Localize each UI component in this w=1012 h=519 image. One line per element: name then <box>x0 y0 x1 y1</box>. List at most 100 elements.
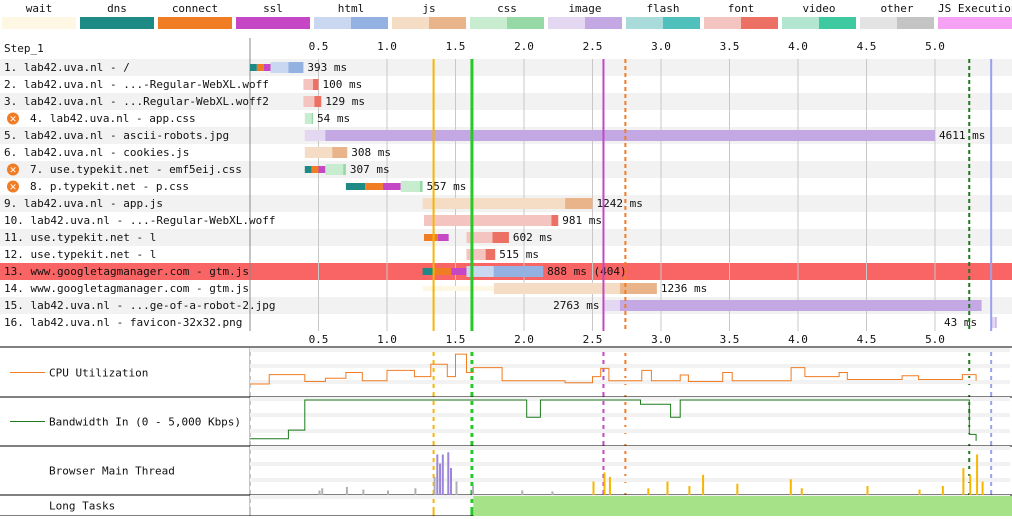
panel-stripe <box>250 429 1010 433</box>
request-bar-dns <box>345 183 366 190</box>
legend-label: js <box>422 2 436 15</box>
request-bar-download <box>314 96 322 107</box>
request-bar-download <box>311 113 314 124</box>
main-thread-spike <box>736 483 739 495</box>
panel-stripe <box>250 486 1010 490</box>
legend-item-image: image <box>548 0 622 34</box>
request-row-bg <box>0 314 1012 331</box>
request-row-bg <box>0 144 1012 161</box>
legend-swatch <box>938 17 1012 29</box>
tick-label: 3.5 <box>720 40 740 53</box>
cpu-series <box>250 353 977 385</box>
panel-stripe <box>250 356 1010 360</box>
request-bar-dns <box>304 166 312 173</box>
duration-label: 1236 ms <box>661 282 707 295</box>
main-thread-spike <box>976 454 979 495</box>
request-bar-ttfb <box>493 283 620 294</box>
tick-label: 5.0 <box>925 333 945 346</box>
legend-label: other <box>880 2 914 15</box>
legend-swatch <box>158 17 232 29</box>
blocking-icon-mark: ✕ <box>10 112 17 125</box>
request-label: 4. lab42.uva.nl - app.css <box>30 112 196 125</box>
main-thread-spike <box>981 481 984 495</box>
main-thread-spike <box>608 477 611 495</box>
request-bar-ttfb <box>304 113 312 124</box>
request-bar-ssl <box>437 234 449 241</box>
panel-stripe <box>250 372 1010 376</box>
bottom-axis-row <box>0 331 1012 348</box>
request-label: 9. lab42.uva.nl - app.js <box>4 197 163 210</box>
request-bar-download <box>551 215 559 226</box>
request-bar-download <box>325 130 936 141</box>
main-thread-spike <box>918 489 921 495</box>
panel-stripe <box>250 397 1010 401</box>
main-thread-spike <box>962 468 965 495</box>
duration-label: 602 ms <box>513 231 553 244</box>
request-bar-download <box>288 62 304 73</box>
request-bar-dns <box>422 268 434 275</box>
request-bar-ttfb <box>304 130 326 141</box>
tick-label: 2.5 <box>583 40 603 53</box>
panel-stripe <box>250 470 1010 474</box>
panel-stripe <box>250 478 1010 482</box>
duration-label: 888 ms (404) <box>547 265 626 278</box>
legend-label: dns <box>107 2 127 15</box>
duration-label: 43 ms <box>944 316 977 329</box>
request-bar-download <box>485 249 496 260</box>
request-label: 13. www.googletagmanager.com - gtm.js <box>4 265 249 278</box>
duration-label: 557 ms <box>427 180 467 193</box>
legend-item-css: css <box>470 0 544 34</box>
main-thread-spike <box>447 452 450 495</box>
legend-item-ssl: ssl <box>236 0 310 34</box>
main-thread-spike <box>471 486 474 495</box>
main-thread-spike <box>592 481 595 495</box>
request-bar-ttfb <box>303 96 315 107</box>
tick-label: 4.5 <box>857 333 877 346</box>
legend-swatch <box>392 17 466 29</box>
legend-label: html <box>337 2 365 15</box>
request-row-bg <box>0 59 1012 76</box>
legend-label: image <box>568 2 602 15</box>
request-bar-ssl <box>263 64 271 71</box>
request-label: 16. lab42.uva.nl - favicon-32x32.png <box>4 316 242 329</box>
main-thread-spike <box>941 486 944 495</box>
header-row <box>0 38 1012 59</box>
request-bar-ttfb <box>423 215 552 226</box>
panel-stripe <box>250 446 1010 450</box>
request-bar-connect <box>311 166 319 173</box>
main-thread-spike <box>439 463 442 495</box>
main-thread-spike <box>551 491 554 495</box>
main-thread-spike <box>321 488 324 495</box>
request-bar-connect <box>365 183 383 190</box>
request-bar-download <box>343 164 346 175</box>
request-label: 8. p.typekit.net - p.css <box>30 180 189 193</box>
request-label: 5. lab42.uva.nl - ascii-robots.jpg <box>4 129 229 142</box>
request-bar-ttfb <box>466 266 494 277</box>
tick-label: 1.5 <box>446 40 466 53</box>
legend-label: connect <box>171 2 219 15</box>
request-label: 3. lab42.uva.nl - ...Regular-WebXL.woff2 <box>4 95 269 108</box>
duration-label: 307 ms <box>350 163 390 176</box>
legend-item-js: js <box>392 0 466 34</box>
legend-swatch <box>236 17 310 29</box>
request-bar-download <box>492 232 509 243</box>
request-label: 1. lab42.uva.nl - / <box>4 61 130 74</box>
request-row-bg <box>0 93 1012 110</box>
request-label: 10. lab42.uva.nl - ...-Regular-WebXL.wof… <box>4 214 276 227</box>
request-bar-download <box>493 266 544 277</box>
tick-label: 3.5 <box>720 333 740 346</box>
main-thread-spike <box>433 477 436 495</box>
request-label: 15. lab42.uva.nl - ...ge-of-a-robot-2.jp… <box>4 299 276 312</box>
main-thread-spike <box>436 454 439 495</box>
panel-label: Browser Main Thread <box>49 465 175 478</box>
legend-swatch <box>2 17 76 29</box>
request-bar-download <box>419 181 423 192</box>
tick-label: 1.5 <box>446 333 466 346</box>
request-row-bg <box>0 161 1012 178</box>
request-bar-download <box>619 283 657 294</box>
tick-label: 3.0 <box>651 40 671 53</box>
main-thread-spike <box>387 490 389 495</box>
request-label: 14. www.googletagmanager.com - gtm.js <box>4 282 249 295</box>
duration-label: 2763 ms <box>553 299 599 312</box>
panel-stripe <box>250 405 1010 409</box>
